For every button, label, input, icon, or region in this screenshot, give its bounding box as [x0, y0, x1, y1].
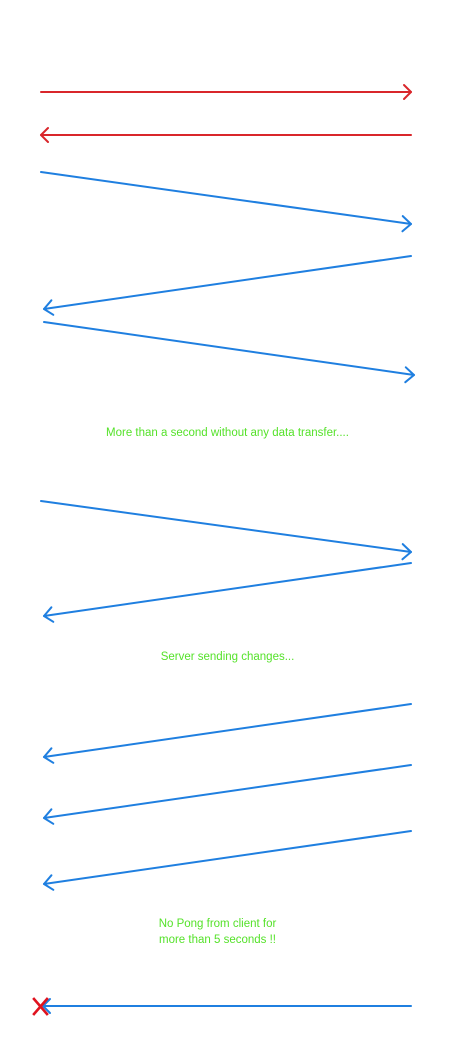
close-x-icon	[32, 997, 49, 1016]
client-to-server-arrow-2	[43, 321, 415, 384]
handshake-response-arrow	[40, 127, 412, 143]
pong-arrow	[43, 562, 412, 623]
client-to-server-arrow-1	[40, 171, 412, 233]
server-change-arrow-2	[43, 764, 412, 825]
server-change-arrow-1	[43, 703, 412, 764]
server-change-arrow-3	[43, 830, 412, 891]
server-to-client-arrow-1	[43, 255, 412, 316]
idle-annotation: More than a second without any data tran…	[106, 427, 349, 439]
no-pong-line-1: No Pong from client for	[158, 918, 277, 930]
server-sending-annotation: Server sending changes...	[160, 651, 295, 663]
disconnect-arrow	[42, 998, 412, 1014]
ping-arrow	[40, 500, 412, 561]
no-pong-annotation: No Pong from client for more than 5 seco…	[60, 916, 375, 948]
handshake-request-arrow	[40, 84, 412, 100]
no-pong-line-2: more than 5 seconds !!	[159, 934, 276, 946]
